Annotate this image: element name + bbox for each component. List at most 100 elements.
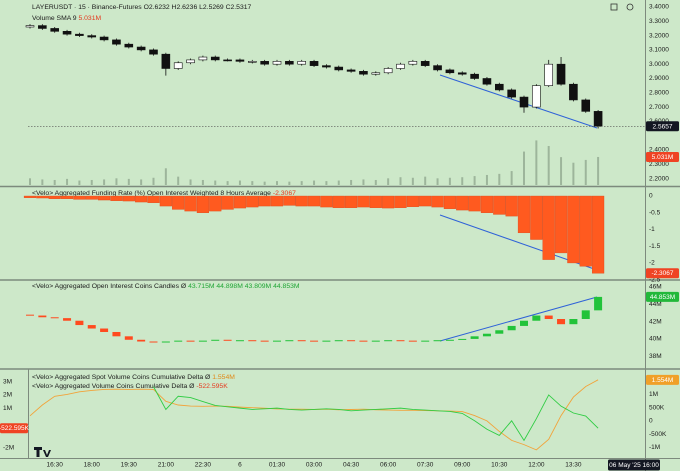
legend-value: 1.554M <box>212 374 235 381</box>
volume-value-label: 5.031M <box>652 154 674 161</box>
oi-legend: <Velo> Aggregated Open Interest Coins Ca… <box>32 283 300 290</box>
volume-bar <box>66 178 69 185</box>
y-tick-label: 2.7000 <box>649 104 669 111</box>
y-tick-label: 3.2000 <box>649 32 669 39</box>
oi-low: 43.809M <box>245 283 272 290</box>
maximize-icon[interactable] <box>610 3 618 11</box>
volume-bar <box>29 178 31 185</box>
x-tick-label: 16:30 <box>47 462 64 469</box>
bar <box>542 195 555 260</box>
bar <box>246 195 259 208</box>
volume-bar <box>535 140 538 185</box>
candle-body <box>50 28 60 32</box>
candle-body <box>26 314 34 316</box>
candle-body <box>260 61 269 65</box>
bar <box>23 195 37 198</box>
candle-body <box>494 83 504 91</box>
trend-line[interactable] <box>439 74 598 129</box>
candle-body <box>384 340 393 342</box>
candle-body <box>161 53 171 69</box>
candle-body <box>310 340 319 342</box>
volume-bar <box>127 178 130 185</box>
trend-line[interactable] <box>439 296 598 342</box>
candle-body <box>186 59 195 64</box>
bar <box>122 195 135 202</box>
candle-body <box>198 340 207 342</box>
volume-bar <box>325 181 328 185</box>
volume-bar <box>152 177 155 185</box>
candle-body <box>100 328 109 332</box>
bar <box>196 195 210 213</box>
candle-body <box>136 46 146 51</box>
candle-body <box>322 65 331 68</box>
cvd-legend: <Velo> Aggregated Spot Volume Coins Cumu… <box>32 374 235 381</box>
toolbar-icons[interactable] <box>610 3 634 11</box>
crosshair-time-box <box>608 459 660 471</box>
oi-title: <Velo> Aggregated Open Interest Coins Ca… <box>32 283 187 290</box>
x-tick-label: 6 <box>238 462 242 469</box>
candle-body <box>594 296 603 311</box>
candle-body <box>495 330 504 334</box>
candle-body <box>285 61 294 65</box>
candle-body <box>371 72 381 75</box>
bar <box>419 195 432 207</box>
last-value-label: -2.3067 <box>651 270 673 277</box>
candle-body <box>273 340 281 342</box>
candle-body <box>223 59 232 62</box>
series-line <box>153 386 599 442</box>
y-tick-label: 42M <box>649 318 662 325</box>
candle-body <box>470 73 479 79</box>
volume-bar <box>201 179 204 185</box>
y-tick-label: 2.2000 <box>649 175 669 182</box>
volume-bar <box>90 179 93 185</box>
bar <box>36 195 49 199</box>
candle-body <box>112 331 121 337</box>
y-tick-label: 1M <box>3 405 12 412</box>
funding-title: <Velo> Aggregated Funding Rate (%) Open … <box>32 190 271 197</box>
candle-body <box>223 339 232 341</box>
volume-bar <box>313 180 316 185</box>
last-value-label-box <box>646 374 679 385</box>
candle-body <box>38 315 47 318</box>
candle-body <box>124 336 133 340</box>
volume-bar <box>436 178 439 185</box>
candle-body <box>544 315 553 320</box>
bar <box>579 195 592 267</box>
candle-body <box>63 318 72 321</box>
candle-body <box>334 340 343 342</box>
volume-bar <box>288 181 291 185</box>
bar <box>73 195 86 200</box>
last-value-label-box <box>0 423 28 434</box>
bar <box>332 195 345 208</box>
volume-bar <box>251 181 254 185</box>
x-tick-label: 18:00 <box>84 462 101 469</box>
volume-bar <box>226 181 229 185</box>
y-tick-label: 3.0000 <box>649 61 669 68</box>
legend-value: -522.595K <box>196 383 228 390</box>
candle-body <box>458 338 467 340</box>
settings-icon[interactable] <box>626 3 634 11</box>
candle-body <box>581 310 590 320</box>
x-tick-label: 19:30 <box>121 462 138 469</box>
candle-body <box>62 31 72 35</box>
oi-close: 44.853M <box>273 283 300 290</box>
x-tick-label: 13:30 <box>565 462 582 469</box>
candle-body <box>25 25 35 28</box>
candle-body <box>519 96 529 108</box>
y-tick-label: 2M <box>3 392 12 399</box>
candle-body <box>383 68 393 74</box>
oi-high: 44.898M <box>216 283 243 290</box>
y-tick-label: 0 <box>649 418 653 425</box>
bar <box>530 195 543 240</box>
bar <box>159 195 172 207</box>
x-tick-label: 07:30 <box>417 462 434 469</box>
volume-bar <box>498 173 501 185</box>
volume-value: 5.031M <box>78 15 101 22</box>
bar <box>270 195 284 207</box>
y-tick-label: -1M <box>649 444 660 451</box>
x-tick-label: 22:30 <box>195 462 212 469</box>
last-value-label: -522.595K <box>0 425 30 432</box>
bar <box>357 195 370 208</box>
bar <box>468 195 481 212</box>
